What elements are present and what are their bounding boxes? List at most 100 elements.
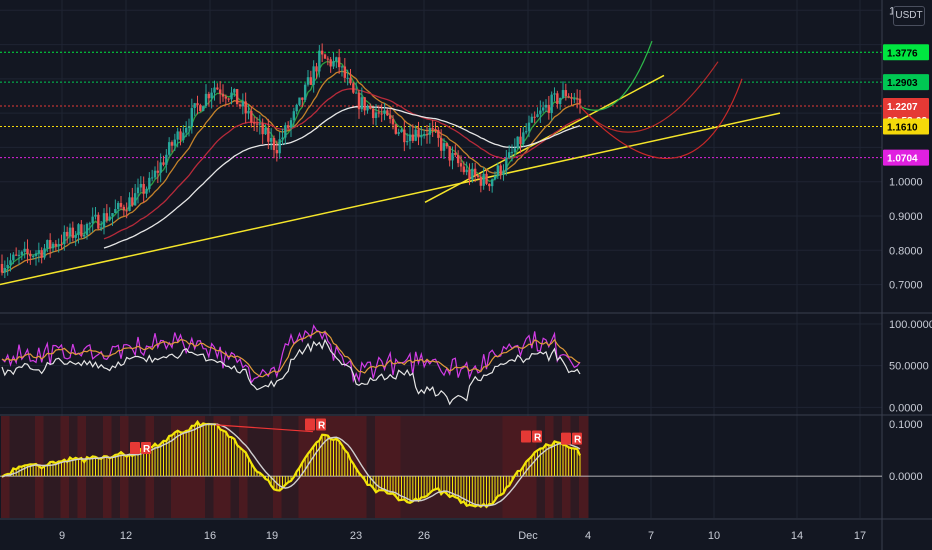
candle-body <box>510 151 514 153</box>
candle-body <box>354 92 358 94</box>
candle <box>119 196 123 210</box>
candle <box>162 155 165 167</box>
oscillator-bg-band <box>247 416 257 518</box>
oscillator-bg-band <box>545 416 555 518</box>
price-axis: 1.0000 0.9000 0.8000 0.7000 1 1.3776 1.2903 1.2… <box>883 5 929 292</box>
candle-body <box>99 227 103 229</box>
price-tick-label: 1.0000 <box>889 177 923 189</box>
candle-body <box>445 143 449 147</box>
candle <box>462 161 466 175</box>
candle-body <box>439 137 443 151</box>
r-marker-label-bg <box>316 418 326 431</box>
candle-body <box>60 243 63 245</box>
candle-body <box>63 231 66 245</box>
candle <box>6 257 9 276</box>
candle <box>216 83 219 91</box>
candle-body <box>272 137 276 151</box>
candle-body <box>284 125 287 138</box>
candle-body <box>573 98 576 100</box>
candle-body <box>337 57 341 68</box>
candle-body <box>553 93 556 95</box>
candle <box>218 81 222 104</box>
candle <box>349 68 352 86</box>
candle-body <box>420 135 423 138</box>
candle <box>451 146 454 170</box>
oscillator-bg-band <box>69 416 79 518</box>
oscillator-bg-band <box>434 416 444 518</box>
candle-body <box>281 137 284 140</box>
candle-body <box>116 203 120 210</box>
candle <box>411 124 415 143</box>
candle <box>12 252 15 265</box>
oscillator-bg-band <box>171 416 181 518</box>
candle <box>105 204 109 223</box>
candle <box>295 103 298 115</box>
oscillator-bg-band <box>9 416 19 518</box>
candle-body <box>255 123 259 125</box>
candle-body <box>286 125 290 128</box>
oscillator-bg-band <box>307 416 317 518</box>
candle <box>380 103 383 122</box>
oscillator-bg-band <box>77 416 87 518</box>
candle-body <box>303 84 307 100</box>
r-marker-label-bg <box>572 432 582 445</box>
candle <box>252 116 256 132</box>
candle <box>403 120 406 152</box>
trendlines <box>0 40 781 286</box>
oscillator-bg-band <box>1 416 11 518</box>
currency-label[interactable]: USDT <box>893 6 925 26</box>
candle-body <box>114 209 117 214</box>
candle <box>533 111 536 124</box>
oscillator-bg-band <box>298 416 308 518</box>
candle-body <box>23 248 26 252</box>
candle-body <box>298 97 301 105</box>
candle <box>281 128 284 146</box>
candle-body <box>65 231 69 237</box>
oscillator-tick-label: 0.0000 <box>889 471 923 483</box>
r-marker-label-bg <box>532 430 542 443</box>
candle-body <box>578 98 582 104</box>
time-axis: 9 12 16 19 23 26 Dec 4 7 10 14 17 <box>59 530 866 542</box>
candle <box>238 103 242 109</box>
candle-body <box>17 254 21 256</box>
candle-body <box>371 108 375 119</box>
oscillator-bg-band <box>460 416 470 518</box>
candle-body <box>182 132 185 140</box>
candle-body <box>335 57 338 61</box>
candle-body <box>388 115 392 119</box>
candle <box>343 58 347 83</box>
candle <box>488 183 491 192</box>
candle <box>213 80 216 101</box>
candle-body <box>150 177 154 179</box>
candle-body <box>26 248 29 254</box>
candle-body <box>238 104 242 107</box>
candle-body <box>261 123 264 135</box>
oscillator-bg-band <box>443 416 453 518</box>
candle <box>340 65 344 77</box>
candle-body <box>363 97 366 111</box>
oscillator-bg-band <box>332 416 342 518</box>
candle <box>88 221 92 234</box>
candle <box>116 201 120 219</box>
candle-body <box>352 83 355 93</box>
candle <box>128 192 131 212</box>
price-tick-label: 0.7000 <box>889 280 923 292</box>
candle-body <box>414 129 417 141</box>
candle-body <box>68 227 72 237</box>
candle-body <box>97 214 100 229</box>
candle <box>201 105 205 112</box>
candle-body <box>473 168 477 176</box>
candle-body <box>564 90 568 97</box>
oscillator-bg-band <box>341 416 351 518</box>
candles <box>0 43 582 279</box>
candle-body <box>295 104 298 112</box>
candle-body <box>77 224 80 236</box>
oscillator-bg-band <box>570 416 580 518</box>
r-marker-label-bg <box>141 442 151 454</box>
oscillator-bg-band <box>222 416 232 518</box>
candle-body <box>380 113 383 115</box>
candle <box>309 70 313 86</box>
oscillator-bg-band <box>579 416 589 518</box>
